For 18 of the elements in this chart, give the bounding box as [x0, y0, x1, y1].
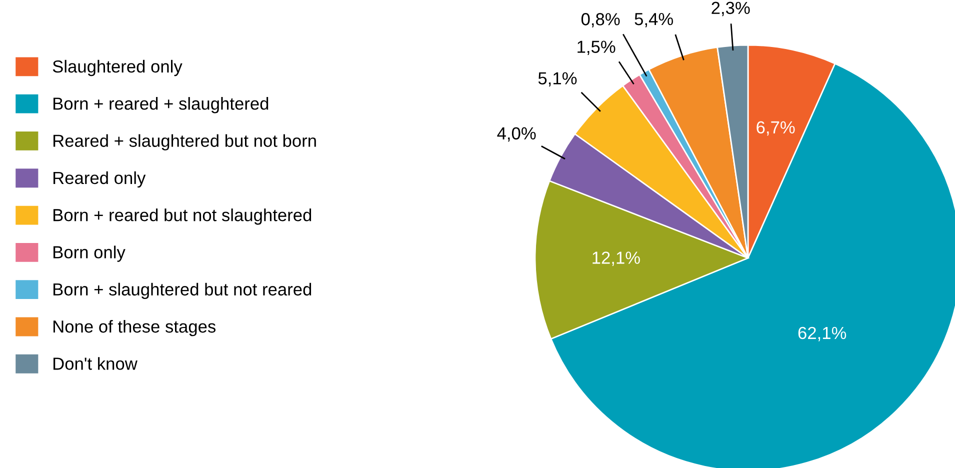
legend-label: Don't know — [54, 357, 138, 370]
data-label: 6,7% — [756, 121, 795, 136]
legend-label: Born only — [54, 246, 126, 262]
data-label: 62,1% — [798, 326, 846, 342]
data-label: 5,4% — [634, 13, 674, 28]
legend-label: Slaughtered only — [52, 60, 182, 76]
data-label: 12,1% — [592, 252, 640, 266]
legend-label: None of these stages — [54, 320, 216, 336]
data-label: 1,5% — [578, 40, 616, 56]
data-label: 5,1% — [538, 72, 577, 87]
data-label: 4,0% — [497, 127, 536, 142]
legend-label: Born + slaughtered but not reared — [54, 282, 312, 300]
legend-label: Born + reared + slaughtered — [54, 97, 268, 114]
data-label: 0,8% — [581, 13, 620, 28]
legend-label: Born + reared but not slaughtered — [54, 208, 312, 225]
data-label: 2,3% — [712, 2, 750, 16]
legend-label: Reared only — [54, 171, 146, 188]
legend-label: Reared + slaughtered but not born — [54, 134, 316, 150]
